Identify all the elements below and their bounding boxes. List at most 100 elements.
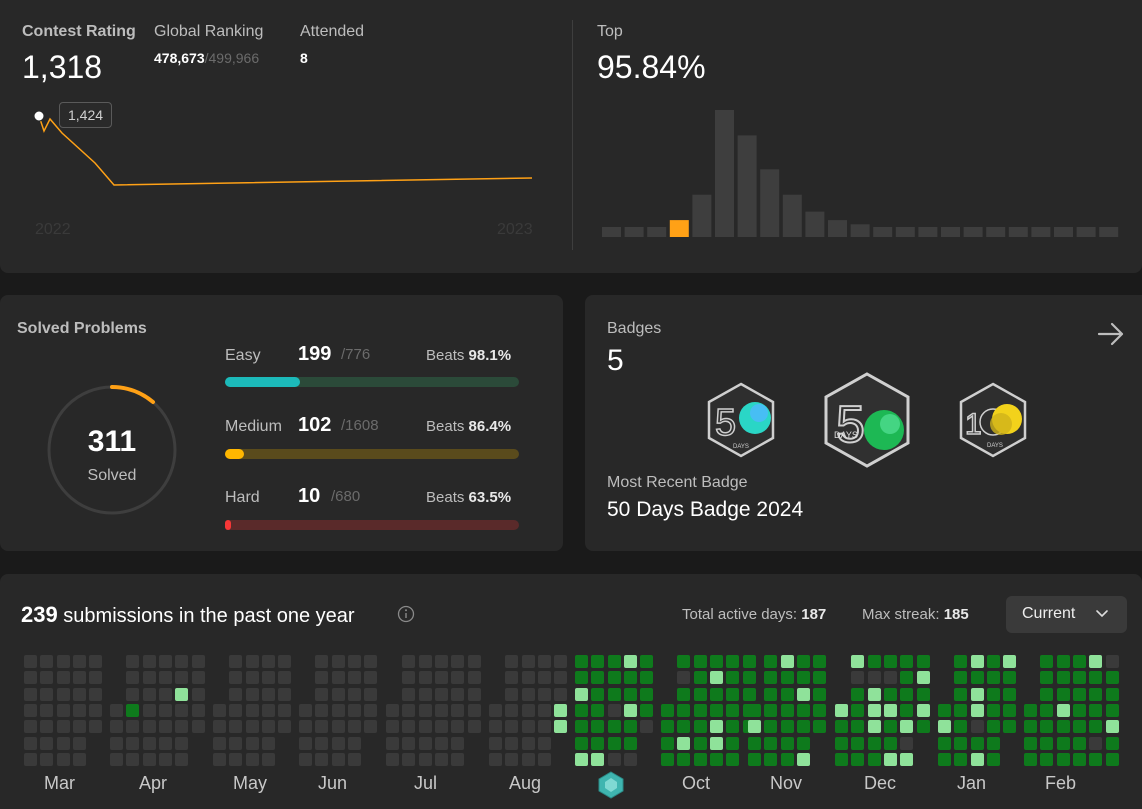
calendar-day-cell[interactable] [591, 753, 604, 766]
calendar-day-cell[interactable] [73, 671, 86, 684]
calendar-day-cell[interactable] [505, 704, 518, 717]
calendar-day-cell[interactable] [591, 688, 604, 701]
calendar-day-cell[interactable] [175, 737, 188, 750]
calendar-day-cell[interactable] [868, 704, 881, 717]
histogram-bar[interactable] [715, 110, 734, 237]
calendar-day-cell[interactable] [538, 655, 551, 668]
calendar-day-cell[interactable] [884, 671, 897, 684]
calendar-day-cell[interactable] [710, 720, 723, 733]
calendar-day-cell[interactable] [246, 720, 259, 733]
calendar-day-cell[interactable] [522, 704, 535, 717]
calendar-day-cell[interactable] [505, 671, 518, 684]
calendar-day-cell[interactable] [126, 688, 139, 701]
calendar-day-cell[interactable] [1057, 720, 1070, 733]
calendar-day-cell[interactable] [192, 671, 205, 684]
calendar-day-cell[interactable] [624, 737, 637, 750]
calendar-day-cell[interactable] [900, 737, 913, 750]
calendar-day-cell[interactable] [505, 737, 518, 750]
histogram-bar[interactable] [782, 194, 802, 237]
calendar-day-cell[interactable] [797, 704, 810, 717]
calendar-day-cell[interactable] [710, 671, 723, 684]
calendar-day-cell[interactable] [608, 655, 621, 668]
calendar-day-cell[interactable] [402, 688, 415, 701]
calendar-day-cell[interactable] [348, 704, 361, 717]
calendar-day-cell[interactable] [332, 704, 345, 717]
calendar-day-cell[interactable] [813, 704, 826, 717]
calendar-day-cell[interactable] [192, 704, 205, 717]
calendar-day-cell[interactable] [299, 720, 312, 733]
calendar-day-cell[interactable] [640, 655, 653, 668]
calendar-day-cell[interactable] [40, 753, 53, 766]
calendar-day-cell[interactable] [57, 655, 70, 668]
calendar-day-cell[interactable] [57, 688, 70, 701]
histogram-bar[interactable] [760, 169, 780, 237]
calendar-day-cell[interactable] [987, 737, 1000, 750]
calendar-day-cell[interactable] [89, 688, 102, 701]
calendar-day-cell[interactable] [938, 704, 951, 717]
calendar-day-cell[interactable] [192, 655, 205, 668]
histogram-bar[interactable] [1031, 227, 1051, 237]
calendar-day-cell[interactable] [971, 655, 984, 668]
calendar-day-cell[interactable] [505, 655, 518, 668]
calendar-day-cell[interactable] [143, 688, 156, 701]
calendar-day-cell[interactable] [851, 655, 864, 668]
histogram-bar[interactable] [895, 227, 915, 237]
calendar-day-cell[interactable] [159, 671, 172, 684]
calendar-day-cell[interactable] [1089, 720, 1102, 733]
calendar-day-cell[interactable] [726, 655, 739, 668]
calendar-day-cell[interactable] [213, 737, 226, 750]
calendar-day-cell[interactable] [1106, 720, 1119, 733]
calendar-day-cell[interactable] [971, 704, 984, 717]
calendar-day-cell[interactable] [110, 720, 123, 733]
calendar-day-cell[interactable] [262, 720, 275, 733]
calendar-day-cell[interactable] [402, 720, 415, 733]
calendar-day-cell[interactable] [608, 704, 621, 717]
calendar-day-cell[interactable] [126, 753, 139, 766]
calendar-day-cell[interactable] [726, 720, 739, 733]
calendar-day-cell[interactable] [884, 720, 897, 733]
calendar-day-cell[interactable] [402, 737, 415, 750]
calendar-day-cell[interactable] [126, 720, 139, 733]
calendar-day-cell[interactable] [1073, 737, 1086, 750]
calendar-day-cell[interactable] [797, 737, 810, 750]
calendar-day-cell[interactable] [278, 720, 291, 733]
calendar-day-cell[interactable] [192, 720, 205, 733]
calendar-day-cell[interactable] [126, 655, 139, 668]
calendar-day-cell[interactable] [1003, 671, 1016, 684]
calendar-day-cell[interactable] [364, 688, 377, 701]
calendar-day-cell[interactable] [538, 688, 551, 701]
histogram-bar[interactable] [986, 227, 1006, 237]
calendar-day-cell[interactable] [315, 753, 328, 766]
calendar-day-cell[interactable] [1106, 737, 1119, 750]
calendar-day-cell[interactable] [505, 688, 518, 701]
calendar-day-cell[interactable] [710, 704, 723, 717]
calendar-day-cell[interactable] [505, 720, 518, 733]
calendar-day-cell[interactable] [332, 737, 345, 750]
calendar-day-cell[interactable] [661, 737, 674, 750]
calendar-day-cell[interactable] [299, 753, 312, 766]
calendar-day-cell[interactable] [554, 688, 567, 701]
calendar-day-cell[interactable] [24, 720, 37, 733]
calendar-day-cell[interactable] [591, 671, 604, 684]
calendar-day-cell[interactable] [764, 655, 777, 668]
calendar-day-cell[interactable] [661, 720, 674, 733]
calendar-day-cell[interactable] [175, 688, 188, 701]
calendar-day-cell[interactable] [694, 655, 707, 668]
calendar-day-cell[interactable] [262, 655, 275, 668]
calendar-day-cell[interactable] [89, 671, 102, 684]
calendar-day-cell[interactable] [677, 655, 690, 668]
calendar-day-cell[interactable] [1057, 737, 1070, 750]
calendar-day-cell[interactable] [954, 671, 967, 684]
calendar-day-cell[interactable] [710, 737, 723, 750]
calendar-day-cell[interactable] [781, 753, 794, 766]
calendar-day-cell[interactable] [608, 737, 621, 750]
calendar-day-cell[interactable] [332, 655, 345, 668]
histogram-bar[interactable] [918, 227, 938, 237]
calendar-day-cell[interactable] [938, 737, 951, 750]
calendar-day-cell[interactable] [781, 720, 794, 733]
calendar-day-cell[interactable] [24, 704, 37, 717]
calendar-day-cell[interactable] [884, 688, 897, 701]
calendar-day-cell[interactable] [89, 720, 102, 733]
calendar-day-cell[interactable] [73, 720, 86, 733]
calendar-day-cell[interactable] [229, 671, 242, 684]
